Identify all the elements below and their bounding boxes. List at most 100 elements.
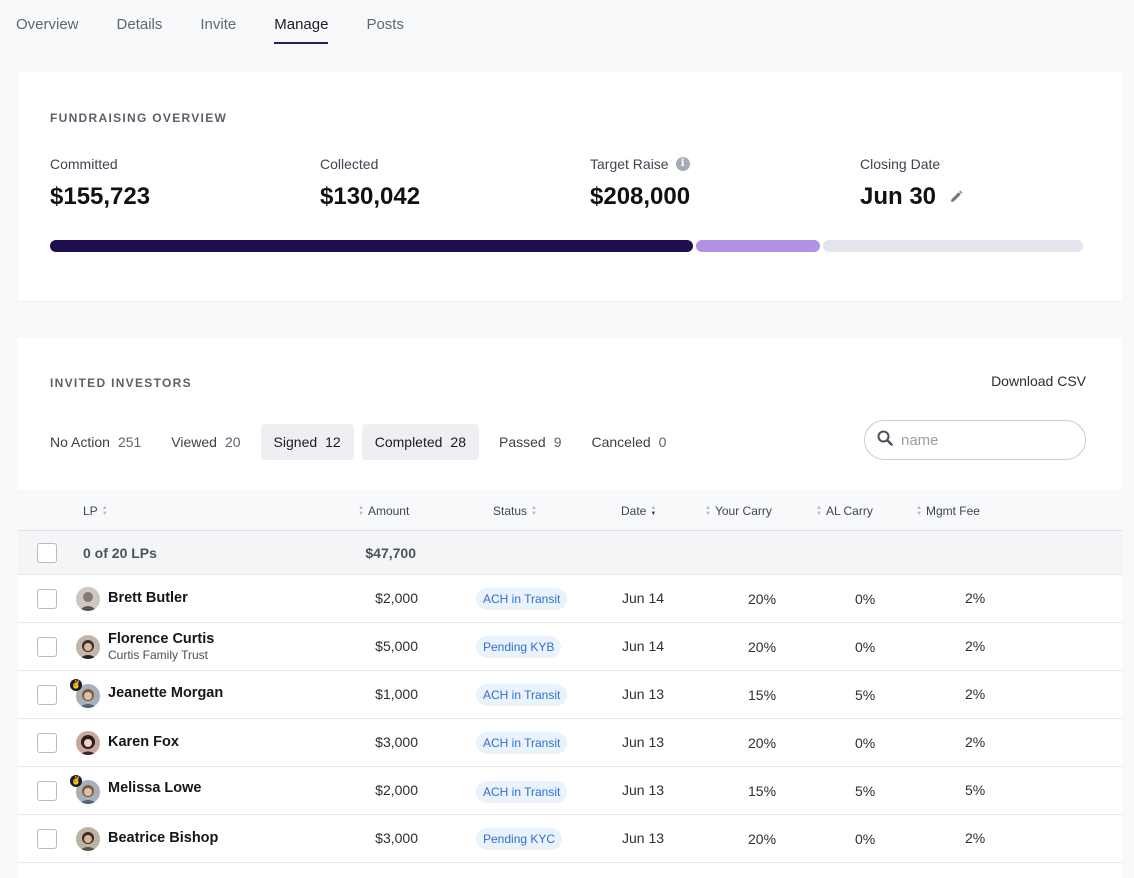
filter-completed[interactable]: Completed 28 (361, 424, 479, 460)
select-all-checkbox[interactable] (37, 543, 57, 563)
committed-label: Committed (50, 156, 118, 172)
column-label: Date (621, 504, 647, 518)
tab-posts[interactable]: Posts (366, 16, 404, 33)
column-header-status[interactable]: Status ▲ ▼ (493, 504, 541, 518)
search-icon (877, 430, 893, 451)
avatar (76, 587, 100, 611)
search-box (864, 420, 1086, 460)
collected-label: Collected (320, 156, 379, 172)
target-raise-label: Target Raise (590, 156, 669, 172)
amount-cell: $2,000 (375, 590, 418, 606)
filter-label: Signed (273, 434, 318, 450)
status-badge: ACH in Transit (476, 588, 568, 610)
table-row[interactable]: Karen Fox $3,000 ACH in Transit Jun 13 2… (18, 719, 1122, 767)
filter-no-action[interactable]: No Action 251 (50, 424, 141, 460)
tab-invite[interactable]: Invite (200, 16, 237, 33)
filter-count: 9 (553, 434, 562, 450)
tab-overview[interactable]: Overview (16, 16, 79, 33)
al-carry-cell: 5% (855, 783, 876, 799)
al-carry-cell: 5% (855, 687, 876, 703)
lp-name: Brett Butler (108, 590, 188, 606)
section-title: INVITED INVESTORS (50, 376, 192, 390)
collected-value: $130,042 (320, 183, 421, 210)
lp-name: Jeanette Morgan (108, 685, 224, 701)
target-raise-stat: Target Raise i $208,000 (590, 156, 690, 211)
column-label: LP (83, 504, 98, 518)
column-header-date[interactable]: Date ▲ ▼ (621, 504, 660, 518)
fundraising-progress-bar (50, 240, 1083, 252)
table-header: LP ▲ ▼ ▲ ▼ Amount Status ▲ ▼ Date ▲ ▼ ▲ ▼ You… (18, 490, 1122, 531)
column-label: Status (493, 504, 528, 518)
target-raise-value: $208,000 (590, 183, 691, 210)
selection-count: 0 of 20 LPs (83, 545, 157, 561)
column-header-mgmt-fee[interactable]: ▲ ▼ Mgmt Fee (912, 504, 980, 518)
filter-viewed[interactable]: Viewed 20 (171, 424, 240, 460)
progress-committed-segment (696, 240, 820, 252)
column-header-amount[interactable]: ▲ ▼ Amount (354, 504, 409, 518)
mgmt-fee-cell: 2% (965, 830, 986, 846)
filter-count: 251 (117, 434, 142, 450)
column-label: Amount (367, 504, 410, 518)
table-row[interactable]: Florence Curtis Curtis Family Trust $5,0… (18, 623, 1122, 671)
tab-manage[interactable]: Manage (274, 0, 329, 46)
collected-stat: Collected $130,042 (320, 156, 420, 211)
sort-icon: ▲ ▼ (101, 505, 108, 517)
search-input[interactable] (901, 431, 1071, 449)
total-amount: $47,700 (365, 545, 416, 561)
column-header-your-carry[interactable]: ▲ ▼ Your Carry (701, 504, 772, 518)
date-cell: Jun 14 (622, 590, 665, 606)
table-row[interactable]: Brett Butler $2,000 ACH in Transit Jun 1… (18, 575, 1122, 623)
column-header-lp[interactable]: LP ▲ ▼ (83, 504, 112, 518)
row-checkbox[interactable] (37, 685, 57, 705)
row-checkbox[interactable] (37, 589, 57, 609)
avatar (76, 731, 100, 755)
column-header-al-carry[interactable]: ▲ ▼ AL Carry (812, 504, 873, 518)
table-row[interactable]: ✌ Melissa Lowe $2,000 ACH in Transit Jun… (18, 767, 1122, 815)
sort-icon: ▲ ▼ (650, 505, 657, 517)
al-carry-cell: 0% (855, 735, 876, 751)
status-badge: ACH in Transit (476, 732, 568, 754)
amount-cell: $3,000 (375, 830, 418, 846)
your-carry-cell: 20% (748, 831, 777, 847)
lp-name-cell: Florence Curtis Curtis Family Trust (108, 631, 214, 662)
mgmt-fee-cell: 2% (965, 734, 986, 750)
avatar (76, 635, 100, 659)
filter-label: No Action (50, 434, 110, 450)
closing-date-value: Jun 30 (860, 183, 937, 210)
closing-date-row: Jun 30 (860, 183, 963, 211)
sort-icon: ▲ ▼ (531, 505, 537, 517)
row-checkbox[interactable] (37, 781, 57, 801)
avatar (76, 684, 100, 708)
row-checkbox[interactable] (37, 733, 57, 753)
table-row[interactable]: Beatrice Bishop $3,000 Pending KYC Jun 1… (18, 815, 1122, 863)
tab-details[interactable]: Details (116, 16, 163, 33)
pencil-icon[interactable] (949, 190, 963, 204)
investor-badge-icon: ✌ (70, 775, 82, 787)
sort-icon: ▲ ▼ (816, 505, 822, 517)
progress-collected-segment (50, 240, 693, 252)
lp-name: Melissa Lowe (108, 780, 202, 796)
lp-name-cell: Karen Fox (108, 734, 179, 750)
filter-canceled[interactable]: Canceled 0 (592, 424, 667, 460)
closing-date-stat: Closing Date Jun 30 (860, 156, 963, 211)
date-cell: Jun 13 (622, 830, 665, 846)
info-icon[interactable]: i (675, 157, 690, 171)
date-cell: Jun 13 (622, 686, 665, 702)
invited-investors-card: INVITED INVESTORS Download CSV No Action… (18, 338, 1122, 878)
filter-signed[interactable]: Signed 12 (260, 424, 354, 460)
filter-count: 12 (325, 434, 341, 450)
lp-entity: Curtis Family Trust (108, 648, 209, 662)
lp-name-cell: Brett Butler (108, 590, 188, 606)
row-checkbox[interactable] (37, 829, 57, 849)
summary-row: 0 of 20 LPs $47,700 (18, 531, 1122, 575)
target-raise-label-row: Target Raise i (590, 156, 690, 172)
row-checkbox[interactable] (37, 637, 57, 657)
committed-stat: Committed $155,723 (50, 156, 150, 211)
filter-passed[interactable]: Passed 9 (499, 424, 562, 460)
filter-label: Canceled (591, 434, 651, 450)
download-csv-link[interactable]: Download CSV (991, 373, 1086, 389)
mgmt-fee-cell: 2% (965, 638, 986, 654)
investor-badge-icon: ✌ (70, 679, 82, 691)
table-row[interactable]: ✌ Jeanette Morgan $1,000 ACH in Transit … (18, 671, 1122, 719)
lp-name: Beatrice Bishop (108, 830, 219, 846)
